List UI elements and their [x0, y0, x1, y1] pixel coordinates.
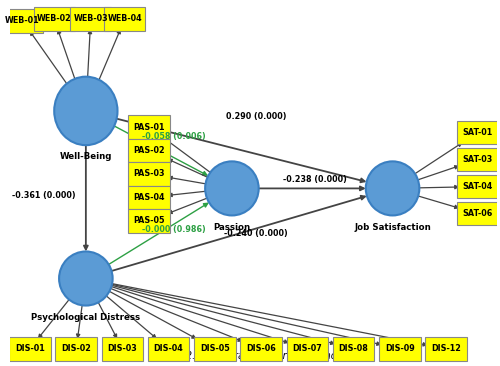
- FancyBboxPatch shape: [56, 337, 97, 361]
- Text: Well-Being: Well-Being: [60, 152, 112, 161]
- Ellipse shape: [59, 251, 112, 306]
- Text: DIS-02: DIS-02: [61, 344, 91, 353]
- FancyBboxPatch shape: [128, 186, 170, 209]
- Text: -0.361 (0.000): -0.361 (0.000): [12, 191, 76, 200]
- Text: DIS-09: DIS-09: [385, 344, 414, 353]
- FancyBboxPatch shape: [379, 337, 420, 361]
- Text: PAS-03: PAS-03: [134, 169, 165, 179]
- Text: PAS-05: PAS-05: [134, 216, 165, 225]
- FancyBboxPatch shape: [457, 148, 498, 171]
- FancyBboxPatch shape: [70, 7, 112, 31]
- Text: WEB-01: WEB-01: [6, 16, 40, 25]
- Text: DIS-07: DIS-07: [292, 344, 322, 353]
- Text: Job Satisfaction: Job Satisfaction: [354, 223, 431, 232]
- Text: PAS-04: PAS-04: [134, 193, 165, 202]
- Text: -0.058 (0.006): -0.058 (0.006): [142, 132, 206, 141]
- Text: -0.238 (0.000): -0.238 (0.000): [282, 175, 346, 184]
- Text: DIS-05: DIS-05: [200, 344, 230, 353]
- FancyBboxPatch shape: [286, 337, 328, 361]
- FancyBboxPatch shape: [457, 202, 498, 225]
- FancyBboxPatch shape: [333, 337, 374, 361]
- Text: WEB-03: WEB-03: [74, 15, 108, 23]
- FancyBboxPatch shape: [102, 337, 143, 361]
- FancyBboxPatch shape: [148, 337, 190, 361]
- FancyBboxPatch shape: [9, 337, 50, 361]
- FancyBboxPatch shape: [128, 115, 170, 139]
- Text: Passion: Passion: [214, 223, 250, 232]
- Text: SAT-01: SAT-01: [462, 128, 493, 137]
- Text: DIS-08: DIS-08: [338, 344, 368, 353]
- Text: SAT-04: SAT-04: [462, 182, 493, 191]
- Text: -0.000 (0.986): -0.000 (0.986): [142, 225, 206, 234]
- Text: WEB-04: WEB-04: [108, 15, 142, 23]
- FancyBboxPatch shape: [240, 337, 282, 361]
- FancyBboxPatch shape: [104, 7, 146, 31]
- FancyBboxPatch shape: [457, 121, 498, 144]
- Ellipse shape: [54, 76, 118, 145]
- Text: PAS-02: PAS-02: [134, 146, 165, 155]
- Text: -0.240 (0.000): -0.240 (0.000): [224, 229, 288, 238]
- FancyBboxPatch shape: [128, 139, 170, 162]
- Ellipse shape: [205, 161, 258, 216]
- FancyBboxPatch shape: [426, 337, 467, 361]
- FancyBboxPatch shape: [128, 209, 170, 232]
- Text: DIS-06: DIS-06: [246, 344, 276, 353]
- Text: DIS-12: DIS-12: [431, 344, 461, 353]
- Text: DIS-03: DIS-03: [108, 344, 137, 353]
- Text: SAT-03: SAT-03: [462, 155, 493, 164]
- Text: SAT-06: SAT-06: [462, 209, 493, 218]
- FancyBboxPatch shape: [457, 175, 498, 198]
- Text: Psychological Distress: Psychological Distress: [32, 313, 140, 322]
- Text: DIS-04: DIS-04: [154, 344, 184, 353]
- FancyBboxPatch shape: [34, 7, 75, 31]
- Ellipse shape: [366, 161, 420, 216]
- Text: WEB-02: WEB-02: [37, 15, 72, 23]
- Text: 0.290 (0.000): 0.290 (0.000): [226, 112, 286, 121]
- Text: Figure 2. Structural measurement model.: Figure 2. Structural measurement model.: [152, 351, 355, 361]
- FancyBboxPatch shape: [194, 337, 235, 361]
- Text: PAS-01: PAS-01: [134, 123, 165, 132]
- FancyBboxPatch shape: [128, 162, 170, 186]
- FancyBboxPatch shape: [2, 9, 43, 33]
- Text: DIS-01: DIS-01: [15, 344, 45, 353]
